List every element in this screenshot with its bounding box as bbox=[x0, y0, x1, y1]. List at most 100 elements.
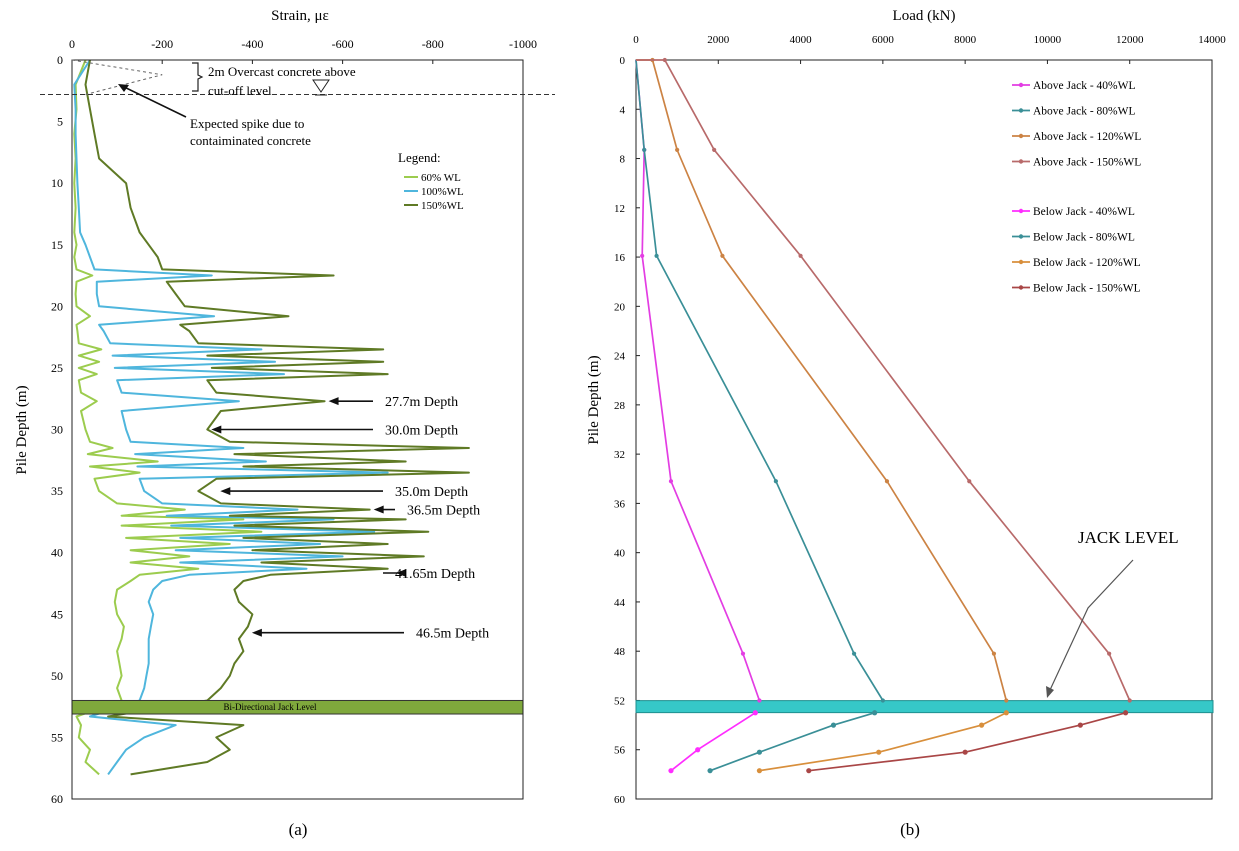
load-point-below-jack-80-wl-2 bbox=[756, 749, 763, 755]
load-point-above-jack-150-wl-5 bbox=[1107, 651, 1112, 656]
load-y-tick-14: 56 bbox=[614, 745, 626, 757]
load-point-below-jack-120-wl-3 bbox=[756, 768, 763, 774]
load-point-above-jack-120-wl-4 bbox=[884, 479, 890, 484]
annotation-arrow-head-2 bbox=[220, 487, 231, 496]
load-x-tick-2: 4000 bbox=[790, 34, 813, 46]
spike-arrow-head bbox=[118, 84, 129, 92]
load-y-tick-7: 28 bbox=[614, 400, 626, 412]
load-point-below-jack-150-wl-3 bbox=[806, 768, 812, 774]
spike-note-line2: contaiminated concrete bbox=[190, 133, 311, 148]
annotation-arrow-head-4 bbox=[396, 568, 407, 577]
load-point-below-jack-150-wl-0 bbox=[1123, 710, 1129, 716]
load-x-tick-0: 0 bbox=[633, 34, 639, 46]
load-legend-label-6: Below Jack - 120%WL bbox=[1033, 257, 1141, 269]
strain-y-axis-label: Pile Depth (m) bbox=[14, 385, 30, 474]
annotation-arrow-head-3 bbox=[373, 505, 384, 514]
load-point-above-jack-150-wl-3 bbox=[798, 253, 803, 258]
annotation-arrow-head-5 bbox=[251, 628, 262, 637]
annotation-label-3: 36.5m Depth bbox=[407, 504, 480, 519]
load-series-group bbox=[635, 57, 1132, 774]
load-y-axis-label: Pile Depth (m) bbox=[586, 355, 602, 444]
strain-series-group bbox=[73, 59, 470, 776]
load-legend: Above Jack - 40%WL Above Jack - 80%WL Abov… bbox=[1012, 80, 1141, 295]
strain-y-tick-7: 35 bbox=[51, 484, 63, 498]
load-legend-marker-3 bbox=[1018, 159, 1024, 164]
load-y-tick-15: 60 bbox=[614, 794, 626, 806]
panel-a-label: (a) bbox=[289, 820, 308, 839]
load-y-tick-3: 12 bbox=[614, 203, 625, 215]
strain-y-tick-5: 25 bbox=[51, 361, 63, 375]
load-point-above-jack-120-wl-5 bbox=[991, 651, 997, 656]
strain-jack-band-label: Bi-Directional Jack Level bbox=[224, 702, 317, 712]
load-point-above-jack-40-wl-5 bbox=[757, 698, 762, 703]
load-y-tick-13: 52 bbox=[614, 695, 625, 707]
load-point-above-jack-80-wl-2 bbox=[654, 253, 659, 258]
strain-legend: 60% WL 100%WL 150%WL bbox=[404, 172, 464, 212]
panel-b-load-chart: Load (kN) 0 2000 4000 6000 8000 10000 12000 140… bbox=[586, 8, 1226, 839]
strain-y-tick-12: 60 bbox=[51, 792, 63, 806]
load-legend-marker-0 bbox=[1018, 82, 1024, 88]
load-point-below-jack-120-wl-0 bbox=[1003, 710, 1009, 716]
strain-x-tick-2: -400 bbox=[241, 37, 263, 51]
load-point-above-jack-80-wl-1 bbox=[642, 147, 647, 153]
annotation-label-4: 41.65m Depth bbox=[395, 567, 475, 582]
strain-y-tick-labels: 0 5 10 15 20 25 30 35 40 45 50 55 60 bbox=[51, 53, 63, 806]
load-plot-frame bbox=[635, 59, 1213, 800]
strain-chart-title: Strain, με bbox=[271, 8, 329, 24]
load-y-tick-8: 32 bbox=[614, 449, 625, 461]
load-series-above-jack-120-wl bbox=[636, 59, 1008, 701]
load-legend-label-4: Below Jack - 40%WL bbox=[1033, 206, 1135, 218]
load-x-tick-1: 2000 bbox=[707, 34, 730, 46]
load-chart-title: Load (kN) bbox=[893, 8, 956, 24]
load-y-tick-9: 36 bbox=[614, 498, 626, 510]
jack-level-label: JACK LEVEL bbox=[1078, 528, 1179, 547]
load-series-below-jack-40-wl bbox=[670, 712, 756, 772]
load-legend-marker-4 bbox=[1018, 208, 1024, 214]
strain-series-100-wl bbox=[73, 59, 389, 775]
load-point-below-jack-150-wl-2 bbox=[962, 749, 968, 755]
load-x-tick-7: 14000 bbox=[1198, 34, 1226, 46]
strain-y-tick-2: 10 bbox=[51, 176, 63, 190]
overcast-note-line1: 2m Overcast concrete above bbox=[208, 64, 356, 79]
annotation-label-0: 27.7m Depth bbox=[385, 395, 458, 410]
strain-x-tick-1: -200 bbox=[151, 37, 173, 51]
depth-annotations: 27.7m Depth 30.0m Depth 35.0m Depth 36.5m D… bbox=[211, 395, 489, 642]
load-point-below-jack-150-wl-1 bbox=[1077, 722, 1083, 728]
annotation-arrow-head-1 bbox=[211, 425, 222, 434]
overcast-note-line2: cut-off level bbox=[208, 83, 272, 98]
strain-x-tick-4: -800 bbox=[422, 37, 444, 51]
load-point-above-jack-40-wl-4 bbox=[740, 651, 746, 656]
strain-y-tick-0: 0 bbox=[57, 53, 63, 67]
load-series-below-jack-150-wl bbox=[808, 711, 1126, 772]
panel-b-label: (b) bbox=[900, 820, 920, 839]
annotation-label-5: 46.5m Depth bbox=[416, 627, 489, 642]
jack-level-leader-line bbox=[1049, 559, 1134, 691]
load-point-above-jack-150-wl-1 bbox=[662, 57, 667, 63]
strain-y-tick-11: 55 bbox=[51, 730, 63, 744]
load-point-below-jack-80-wl-1 bbox=[830, 722, 837, 728]
strain-series-60-wl bbox=[73, 59, 263, 776]
load-x-tick-6: 12000 bbox=[1116, 34, 1144, 46]
load-y-tick-1: 4 bbox=[620, 104, 626, 116]
spike-arrow bbox=[121, 85, 187, 118]
load-y-tick-4: 16 bbox=[614, 252, 626, 264]
load-series-below-jack-120-wl bbox=[759, 712, 1007, 772]
water-level-triangle-icon bbox=[312, 79, 330, 93]
load-point-above-jack-150-wl-6 bbox=[1127, 698, 1132, 703]
strain-legend-title: Legend: bbox=[398, 150, 441, 165]
strain-x-tick-3: -600 bbox=[332, 37, 354, 51]
load-point-above-jack-80-wl-3 bbox=[773, 479, 778, 484]
load-x-tick-4: 8000 bbox=[954, 34, 977, 46]
strain-y-tick-4: 20 bbox=[51, 299, 63, 313]
load-point-above-jack-80-wl-5 bbox=[880, 698, 885, 703]
load-x-tick-5: 10000 bbox=[1034, 34, 1062, 46]
annotation-arrow-head-0 bbox=[328, 397, 339, 406]
load-x-tick-labels: 0 2000 4000 6000 8000 10000 12000 14000 bbox=[633, 34, 1226, 64]
load-point-below-jack-120-wl-1 bbox=[979, 722, 985, 728]
strain-y-tick-8: 40 bbox=[51, 546, 63, 560]
strain-series-150-wl bbox=[84, 59, 470, 776]
load-point-above-jack-40-wl-2 bbox=[640, 253, 645, 258]
load-point-below-jack-80-wl-3 bbox=[707, 768, 713, 774]
